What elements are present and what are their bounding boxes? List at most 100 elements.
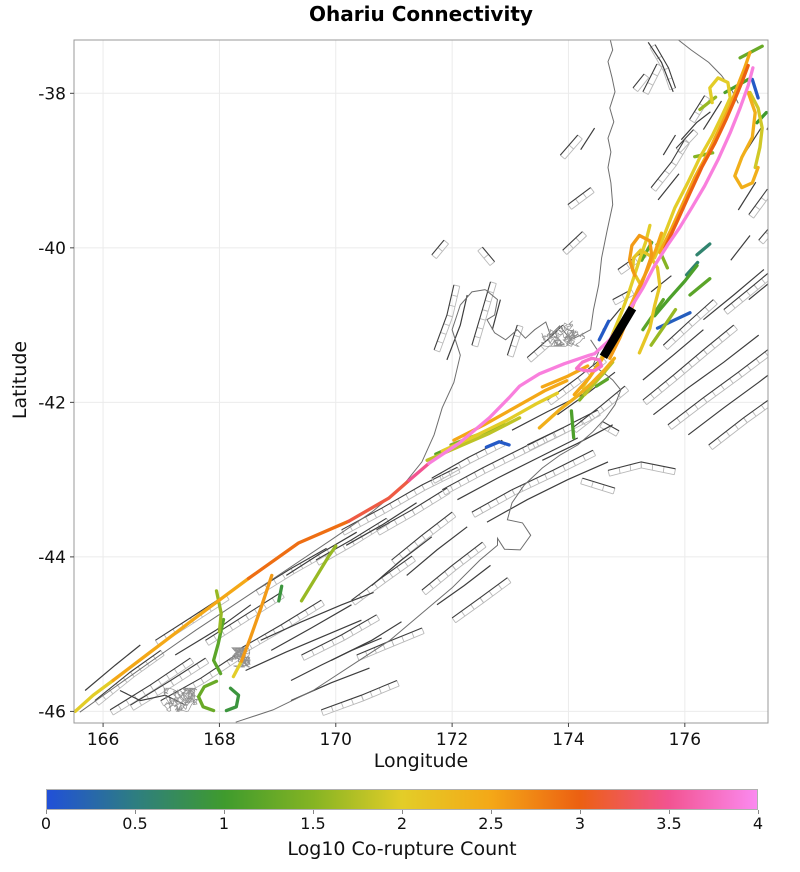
- fault-trace: [703, 269, 765, 321]
- fault-trace: [675, 129, 694, 149]
- fault-trace: [376, 487, 448, 531]
- fault-trace: [772, 108, 786, 133]
- rupture-line: [649, 307, 678, 347]
- fault-trace: [542, 424, 613, 461]
- fault-trace: [609, 467, 675, 477]
- colorbar-tick-mark: [580, 810, 581, 814]
- x-tick-label: 172: [436, 730, 468, 750]
- colorbar-tick-label: 1.5: [300, 814, 326, 833]
- fault-trace: [491, 299, 501, 330]
- fault-trace: [455, 582, 512, 624]
- fault-trace: [290, 637, 382, 682]
- rupture-line: [688, 277, 712, 297]
- coastlines: [79, 40, 739, 723]
- fault-trace: [702, 100, 723, 130]
- fault-trace: [174, 604, 252, 656]
- fault-trace: [486, 461, 609, 523]
- fault-trace: [653, 334, 760, 416]
- fault-trace: [571, 192, 595, 210]
- y-tick-label: -44: [38, 548, 66, 568]
- fault-trace: [506, 324, 518, 356]
- fault-trace: [748, 188, 768, 215]
- fault-trace: [774, 146, 790, 170]
- fault-trace: [582, 477, 616, 489]
- fault-trace: [433, 284, 455, 350]
- rupture-line: [224, 686, 241, 713]
- plot-area: [74, 40, 795, 723]
- fault-trace: [632, 73, 645, 89]
- fault-trace: [779, 149, 795, 173]
- x-tick-label: 170: [320, 730, 352, 750]
- fault-trace: [406, 526, 468, 576]
- fault-trace: [762, 237, 768, 245]
- fault-trace: [451, 577, 508, 619]
- rupture-line: [231, 659, 244, 679]
- fault-trace: [730, 235, 751, 261]
- plot-title: Ohariu Connectivity: [309, 2, 533, 26]
- fault-trace: [446, 294, 468, 361]
- colorbar-tick-mark: [491, 810, 492, 814]
- fault-trace: [351, 555, 413, 601]
- rupture-line: [484, 440, 511, 449]
- colorbar-gradient: [46, 789, 758, 810]
- fault-trace: [301, 614, 377, 656]
- fault-trace: [758, 228, 768, 241]
- fault-trace: [526, 324, 564, 358]
- fault-trace: [356, 627, 423, 656]
- fault-trace: [580, 483, 614, 495]
- fault-trace: [431, 239, 445, 256]
- rupture-line: [196, 679, 219, 713]
- y-tick-label: -46: [38, 702, 66, 722]
- rupture-line: [594, 377, 610, 388]
- y-tick-label: -42: [38, 393, 66, 413]
- fault-trace: [566, 235, 587, 255]
- colorbar-tick-mark: [669, 810, 670, 814]
- colorbar-label: Log10 Co-rupture Count: [287, 838, 517, 860]
- rupture-line: [748, 90, 764, 170]
- fault-trace: [321, 679, 398, 711]
- fault-trace: [512, 326, 524, 358]
- fault-trace: [637, 77, 650, 92]
- fault-trace: [723, 272, 768, 311]
- fault-trace: [84, 644, 141, 691]
- fault-trace: [481, 246, 496, 263]
- fault-trace: [654, 44, 677, 89]
- fault-trace: [245, 619, 362, 672]
- colorbar-tick-label: 2.5: [478, 814, 504, 833]
- fault-trace: [642, 63, 658, 93]
- colorbar-tick-label: 3: [574, 814, 586, 833]
- fault-trace: [642, 324, 735, 401]
- rupture-line: [537, 356, 617, 430]
- fault-trace: [344, 472, 461, 536]
- fault-trace: [680, 111, 711, 141]
- fault-trace: [358, 633, 425, 661]
- fault-trace: [112, 662, 194, 716]
- fault-trace: [647, 41, 674, 93]
- colorbar-ticks: 0 0.5 1 1.5 2 2.5 3 3.5 4: [41, 810, 763, 836]
- x-tick-label: 168: [203, 730, 235, 750]
- fault-trace: [748, 283, 768, 301]
- fault-trace: [607, 461, 676, 471]
- x-axis-label: Longitude: [373, 750, 469, 772]
- rupture-line: [214, 589, 223, 634]
- fault-trace: [687, 374, 768, 436]
- colorbar-tick-label: 1: [218, 814, 230, 833]
- fault-trace: [345, 502, 417, 546]
- dense-fault-scribbles: [163, 320, 585, 713]
- rupture-line: [574, 356, 604, 373]
- axis-ticks: 166 168 170 172 174 176 -38 -40 -42 -44 -46: [38, 84, 701, 750]
- rupture-line: [569, 409, 576, 440]
- rupture-line: [239, 573, 274, 663]
- fault-trace: [580, 127, 596, 151]
- colorbar-tick-label: 3.5: [656, 814, 682, 833]
- fault-trace: [434, 445, 506, 484]
- colorbar-tick-mark: [402, 810, 403, 814]
- rupture-line: [630, 248, 662, 355]
- rupture-line: [111, 576, 251, 683]
- fault-scribble: [163, 687, 201, 713]
- fault-trace: [779, 186, 794, 210]
- rupture-line: [652, 76, 732, 260]
- grid-lines: [74, 40, 768, 723]
- y-tick-label: -38: [38, 84, 66, 104]
